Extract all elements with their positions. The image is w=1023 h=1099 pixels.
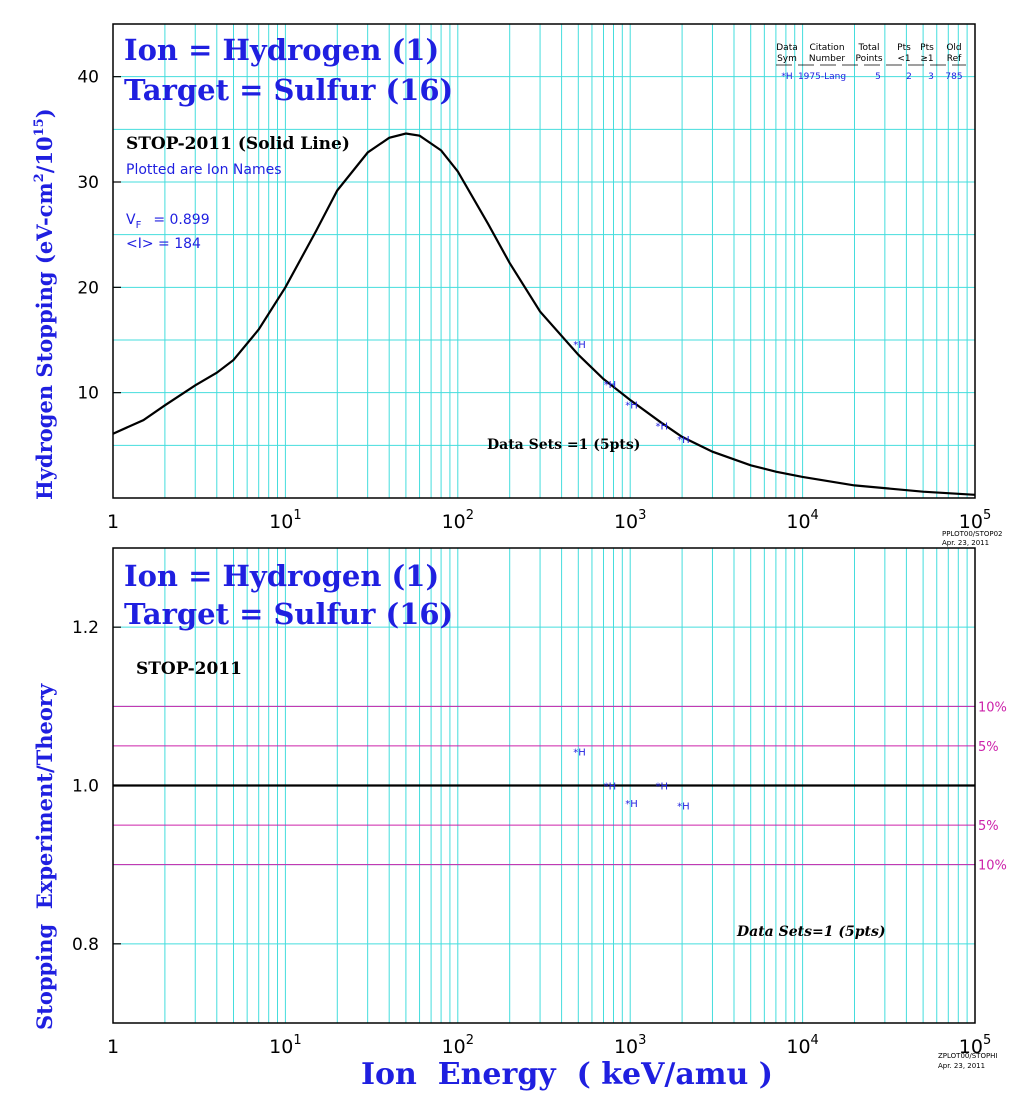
y-tick-label: 30 xyxy=(77,173,99,193)
top-y-axis-label: Hydrogen Stopping (eV-cm2/1015) xyxy=(32,108,57,500)
table-header-citation: Citation xyxy=(809,43,844,53)
table-header-pts2: Pts xyxy=(920,43,934,53)
x-tick-label: 1 xyxy=(107,511,119,533)
ratio-point-H: *H xyxy=(573,747,586,758)
bottom-ratio-chart: *H *H *H *H *H 0.8 1.0 1.2 1 101 102 103 104 105 10… xyxy=(32,547,1007,1092)
bottom-model-label: STOP-2011 xyxy=(136,659,242,679)
percent-label: 10% xyxy=(978,700,1007,715)
x-tick-label: 105 xyxy=(959,508,991,533)
y-tick-label: 40 xyxy=(77,68,99,88)
table-header-ge1: ≥1 xyxy=(920,54,933,64)
data-point-H: *H xyxy=(604,380,617,391)
top-curve-group xyxy=(112,132,976,496)
data-point-H: *H xyxy=(656,421,669,432)
data-point-H: *H xyxy=(625,400,638,411)
bottom-x-tick-labels: 1 101 102 103 104 105 xyxy=(107,1033,991,1058)
table-header-total: Total xyxy=(857,43,879,53)
bottom-datasets-label: Data Sets=1 (5pts) xyxy=(736,924,885,940)
ratio-point-H: *H xyxy=(656,782,669,793)
top-plotted-note: Plotted are Ion Names xyxy=(126,162,282,178)
x-tick-label: 103 xyxy=(614,508,646,533)
top-stamp-date: Apr. 23, 2011 xyxy=(942,539,989,547)
bottom-percent-labels: 10% 5% 5% 10% xyxy=(978,700,1007,873)
table-header-data: Data xyxy=(776,43,798,53)
bottom-data-points: *H *H *H *H *H xyxy=(573,747,689,812)
bottom-stamp-date: Apr. 23, 2011 xyxy=(938,1062,985,1070)
top-mean-excitation: <I> = 184 xyxy=(126,236,201,252)
stopping-curve xyxy=(112,132,976,496)
bottom-title-line1: Ion = Hydrogen (1) xyxy=(124,559,439,593)
percent-label: 5% xyxy=(978,740,999,755)
table-cell-ge1: 3 xyxy=(928,72,934,82)
top-x-tick-labels: 1 101 102 103 104 105 xyxy=(107,508,991,533)
table-header-ref: Ref xyxy=(947,54,962,64)
x-tick-label: 102 xyxy=(442,1033,474,1058)
top-y-tick-labels: 10 20 30 40 xyxy=(77,68,121,404)
top-stopping-chart: *H *H *H *H *H 10 20 30 40 1 101 102 103 104 105 Ion… xyxy=(32,23,1003,547)
y-tick-label: 1.2 xyxy=(72,618,99,638)
x-tick-label: 102 xyxy=(442,508,474,533)
bottom-stamp-program: ZPLOT00/STOPHI xyxy=(938,1052,998,1060)
table-cell-citation: 1975-Lang xyxy=(798,72,846,82)
y-tick-label: 1.0 xyxy=(72,777,99,797)
ratio-point-H: *H xyxy=(604,782,617,793)
top-vf-text: VF = 0.899 xyxy=(126,212,210,231)
x-tick-label: 101 xyxy=(269,1033,301,1058)
bottom-y-tick-labels: 0.8 1.0 1.2 xyxy=(72,618,121,955)
table-cell-sym: *H xyxy=(781,72,792,82)
percent-label: 10% xyxy=(978,859,1007,874)
data-point-H: *H xyxy=(573,340,586,351)
x-tick-label: 105 xyxy=(959,1033,991,1058)
bottom-y-axis-label: Stopping Experiment/Theory xyxy=(32,683,57,1030)
top-data-points: *H *H *H *H *H xyxy=(573,340,689,446)
table-header-lt1: <1 xyxy=(897,54,910,64)
x-tick-label: 104 xyxy=(786,508,818,533)
data-point-H: *H xyxy=(677,435,690,446)
y-tick-label: 20 xyxy=(77,278,99,298)
top-stamp-program: PPLOT00/STOP02 xyxy=(942,530,1003,538)
ratio-point-H: *H xyxy=(625,799,638,810)
top-datasets-label: Data Sets =1 (5pts) xyxy=(487,437,640,453)
x-tick-label: 101 xyxy=(269,508,301,533)
bottom-title-line2: Target = Sulfur (16) xyxy=(124,597,453,631)
top-title-line2: Target = Sulfur (16) xyxy=(124,73,453,107)
percent-label: 5% xyxy=(978,819,999,834)
table-header-points: Points xyxy=(855,54,882,64)
table-cell-ref: 785 xyxy=(945,72,962,82)
top-plot-frame xyxy=(112,23,976,499)
top-model-label: STOP-2011 (Solid Line) xyxy=(126,134,350,154)
table-header-number: Number xyxy=(809,54,845,64)
bottom-percent-lines xyxy=(113,705,975,866)
table-header-pts1: Pts xyxy=(897,43,911,53)
table-cell-lt1: 2 xyxy=(906,72,912,82)
x-axis-label: Ion Energy ( keV/amu ) xyxy=(361,1057,773,1092)
ratio-point-H: *H xyxy=(677,801,690,812)
x-tick-label: 104 xyxy=(786,1033,818,1058)
top-citation-table: Data Citation Total Pts Pts Old Sym Numb… xyxy=(776,43,966,82)
table-header-sym: Sym xyxy=(777,54,797,64)
top-title-line1: Ion = Hydrogen (1) xyxy=(124,33,439,67)
y-tick-label: 0.8 xyxy=(72,935,99,955)
table-header-old: Old xyxy=(946,43,961,53)
top-grid xyxy=(113,24,975,498)
table-cell-total: 5 xyxy=(875,72,881,82)
x-tick-label: 1 xyxy=(107,1036,119,1058)
x-tick-label: 103 xyxy=(614,1033,646,1058)
y-tick-label: 10 xyxy=(77,384,99,404)
